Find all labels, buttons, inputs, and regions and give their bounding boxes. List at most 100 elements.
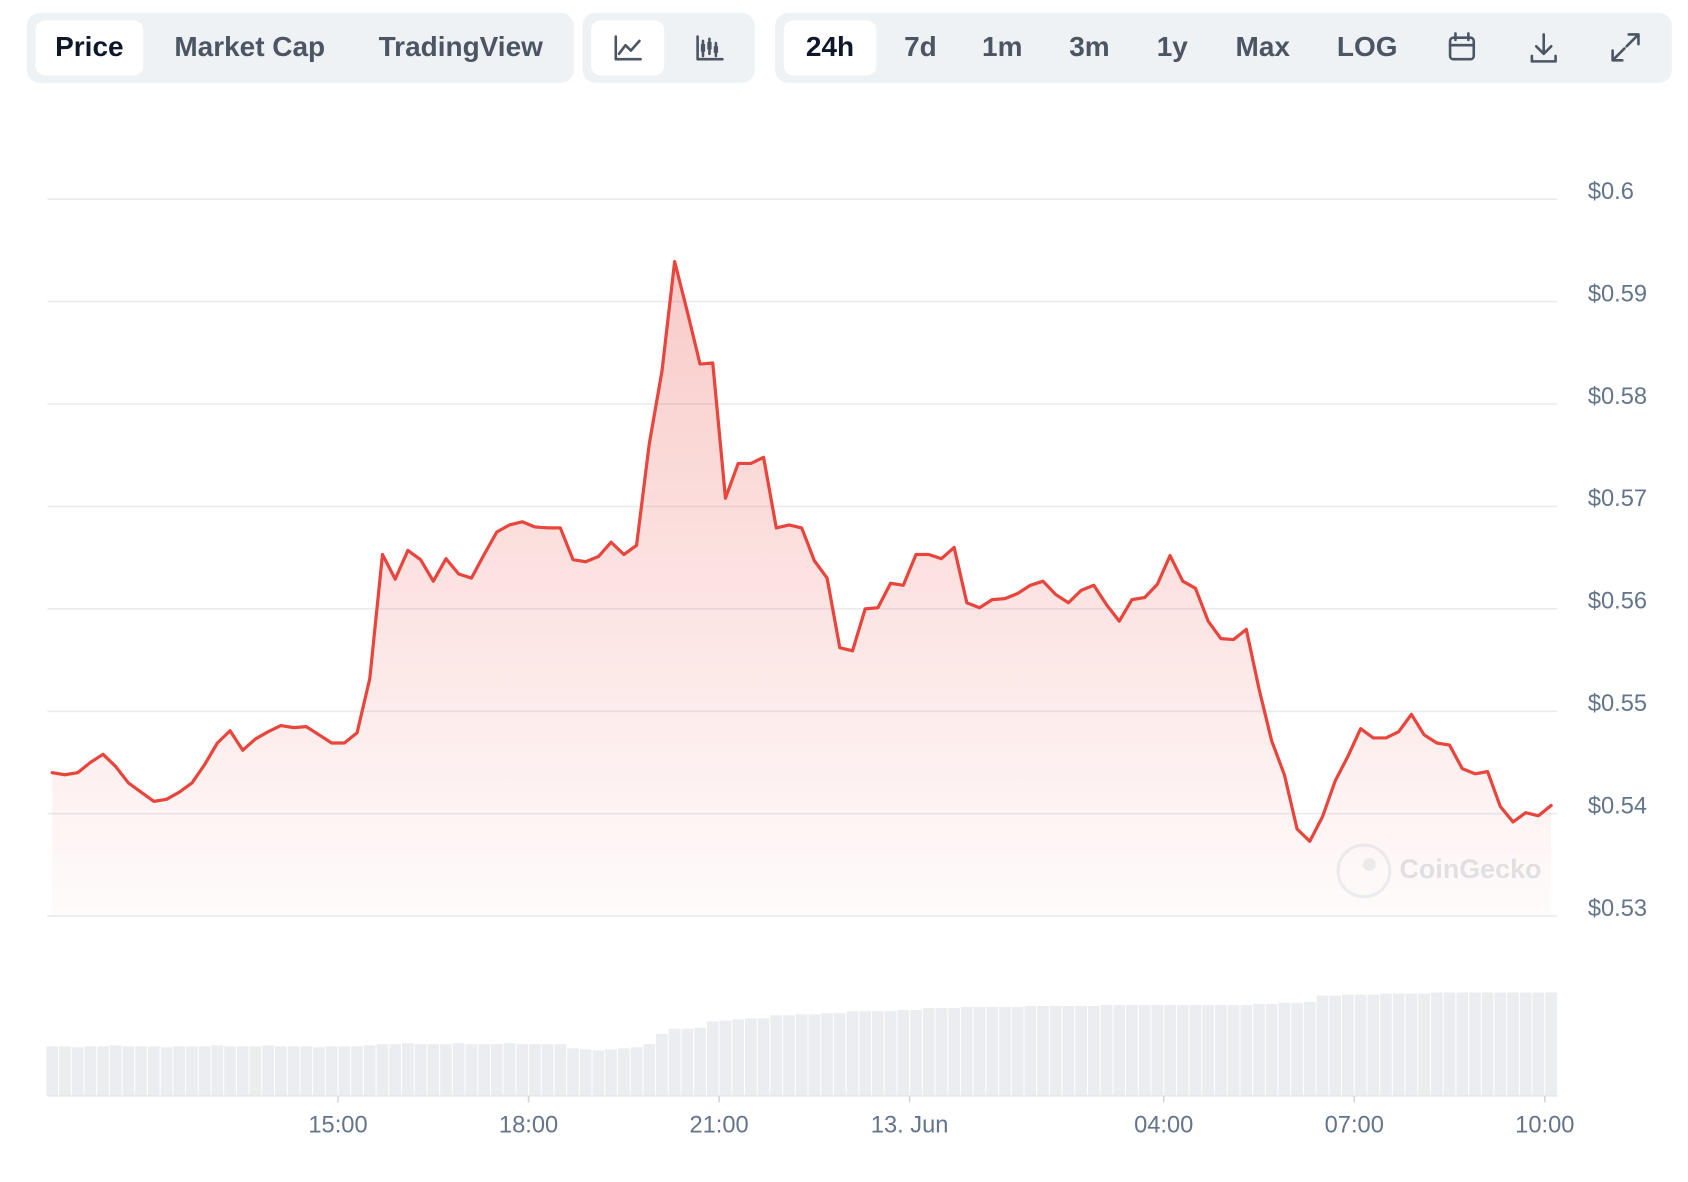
volume-bar <box>1392 993 1405 1096</box>
range-group <box>775 12 1672 83</box>
active-range[interactable] <box>783 20 877 76</box>
range-button[interactable]: 1m <box>982 31 1022 62</box>
volume-bar <box>1240 1004 1253 1096</box>
volume-bar <box>224 1046 236 1096</box>
volume-bar <box>1189 1004 1202 1096</box>
log-button[interactable]: LOG <box>1337 31 1398 62</box>
volume-bar <box>846 1011 859 1096</box>
volume-bar <box>630 1047 643 1096</box>
y-tick-label: $0.59 <box>1588 281 1647 307</box>
volume-bar <box>1456 992 1469 1096</box>
volume-bar <box>1151 1004 1164 1096</box>
volume-bar <box>351 1046 363 1096</box>
volume-bar <box>1215 1004 1227 1096</box>
volume-bar <box>1329 995 1342 1096</box>
volume-bar <box>1253 1003 1265 1096</box>
volume-bar <box>109 1045 122 1096</box>
line-icon <box>614 35 642 61</box>
volume-bar <box>681 1028 694 1096</box>
volume-bar <box>135 1046 147 1096</box>
volume-bar <box>59 1046 71 1096</box>
volume-bar <box>84 1046 97 1096</box>
tab[interactable]: Price <box>55 31 123 62</box>
tab[interactable]: Market Cap <box>174 31 325 62</box>
range-button[interactable]: 1y <box>1157 31 1189 62</box>
y-tick-label: $0.56 <box>1588 589 1647 615</box>
fullscreen-button[interactable] <box>1611 33 1640 62</box>
volume-bar <box>198 1046 211 1096</box>
volume-bar <box>795 1014 808 1096</box>
candle-icon-body <box>707 41 712 50</box>
volume-bar <box>567 1048 579 1096</box>
volume-bar <box>833 1013 846 1096</box>
volume-bar <box>147 1046 160 1096</box>
volume-bar <box>1024 1005 1037 1096</box>
volume-bar <box>1176 1004 1189 1096</box>
watermark-logo <box>1336 843 1392 899</box>
volume-bar <box>656 1033 668 1096</box>
volume-bar <box>694 1027 706 1096</box>
volume-bar <box>1062 1005 1075 1096</box>
active-tab[interactable] <box>35 20 144 76</box>
volume-bar <box>274 1046 287 1096</box>
volume-bar <box>872 1011 884 1096</box>
volume-bar <box>338 1046 351 1096</box>
volume-bar <box>1342 994 1354 1096</box>
volume-bar <box>541 1044 554 1096</box>
volume-bar <box>452 1043 465 1096</box>
volume-bar <box>808 1014 821 1096</box>
y-tick-label: $0.55 <box>1588 691 1647 717</box>
watermark: CoinGecko <box>1336 843 1542 899</box>
volume-bar <box>1202 1004 1215 1096</box>
volume-bar <box>922 1008 935 1096</box>
tab-group <box>26 12 574 83</box>
y-tick-label: $0.57 <box>1588 486 1647 512</box>
download-button[interactable] <box>1530 33 1557 63</box>
volume-bar <box>71 1047 84 1096</box>
volume-bar <box>529 1044 541 1096</box>
volume-bar <box>389 1044 402 1096</box>
candle-chart-button[interactable] <box>696 35 724 61</box>
watermark-logo <box>1362 857 1376 871</box>
volume-bar <box>325 1046 338 1096</box>
volume-bar <box>1354 994 1367 1096</box>
volume-bar <box>719 1020 732 1096</box>
volume-bar <box>414 1044 427 1096</box>
volume-bar <box>1367 994 1380 1096</box>
volume-bar <box>1469 992 1481 1096</box>
volume-bar <box>97 1046 109 1096</box>
volume-bar <box>1100 1004 1113 1096</box>
candle-icon-body <box>713 46 719 53</box>
volume-bar <box>960 1007 973 1096</box>
x-tick-label: 10:00 <box>1515 1112 1574 1138</box>
volume-bar <box>1418 993 1430 1096</box>
volume-bar <box>1049 1005 1062 1096</box>
volume-bar <box>440 1044 452 1096</box>
volume-bar <box>287 1046 300 1096</box>
volume-bar <box>313 1047 325 1096</box>
volume-bar <box>1316 995 1329 1096</box>
volume-bar <box>516 1044 529 1096</box>
volume-bar <box>1265 1003 1278 1096</box>
volume-bar <box>1443 992 1456 1096</box>
tab[interactable]: TradingView <box>379 31 543 62</box>
y-tick-label: $0.6 <box>1588 179 1634 205</box>
calendar-icon <box>1448 36 1476 61</box>
volume-bar <box>1227 1004 1240 1096</box>
volume-bar <box>1075 1005 1087 1096</box>
range-button[interactable]: Max <box>1236 31 1291 62</box>
volume-bar <box>1481 992 1494 1096</box>
volume-bar <box>732 1019 744 1096</box>
y-tick-label: $0.53 <box>1588 896 1647 922</box>
x-tick-label: 18:00 <box>499 1112 558 1138</box>
volume-bar <box>706 1021 719 1096</box>
volume-bar <box>821 1013 833 1096</box>
calendar-button[interactable] <box>1448 32 1476 61</box>
range-button[interactable]: 3m <box>1069 31 1109 62</box>
volume-bar <box>935 1008 948 1096</box>
range-button[interactable]: 24h <box>806 31 854 62</box>
volume-bar <box>668 1028 681 1096</box>
range-button[interactable]: 7d <box>904 31 937 62</box>
volume-bar <box>1519 992 1532 1096</box>
